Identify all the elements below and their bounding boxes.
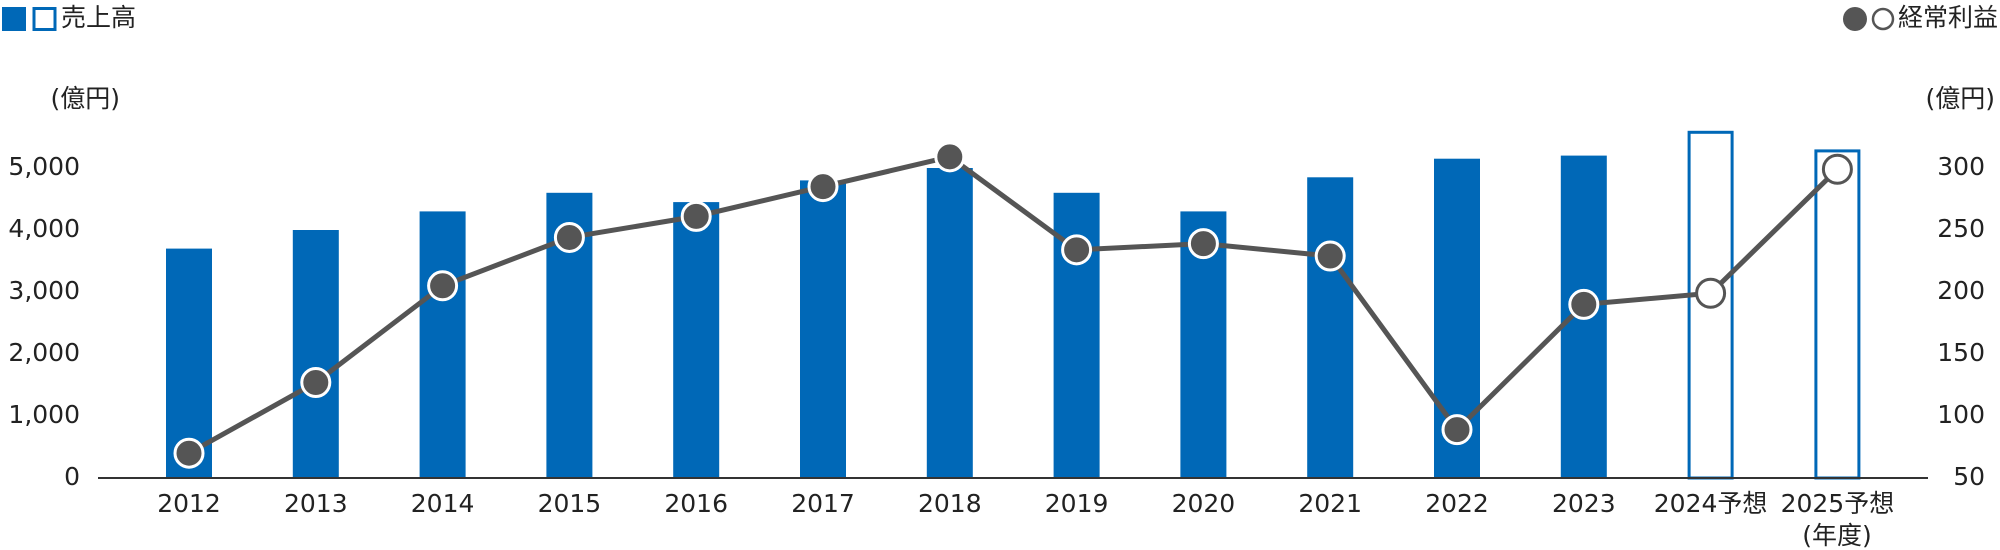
- x-tick-label: 2024予想: [1654, 489, 1768, 518]
- point: [300, 367, 332, 399]
- x-tick-label: 2014: [411, 489, 475, 518]
- y-tick-label: 0: [64, 462, 80, 491]
- point: [553, 221, 585, 253]
- y2-tick-label: 250: [1937, 214, 1985, 243]
- bar: [800, 180, 846, 478]
- x-tick-label: 2021: [1298, 489, 1362, 518]
- legend-label: 売上高: [61, 3, 136, 32]
- bar: [1307, 177, 1354, 479]
- legend-swatch: [1871, 7, 1895, 31]
- bar: [1814, 149, 1861, 480]
- bar: [419, 211, 466, 478]
- line: [187, 154, 1840, 456]
- legend-swatch: [2, 7, 26, 31]
- y-tick-label: 1,000: [8, 400, 80, 429]
- y2-tick-label: 300: [1937, 152, 1985, 181]
- point: [934, 141, 966, 173]
- y-tick-label: 3,000: [8, 276, 80, 305]
- x-tick-label: 2018: [918, 489, 982, 518]
- x-tick-label: 2025予想: [1781, 489, 1895, 518]
- bar: [926, 168, 973, 478]
- y2-tick-label: 150: [1937, 338, 1985, 367]
- x-tick-label: 2020: [1172, 489, 1236, 518]
- x-tick-label: 2013: [284, 489, 348, 518]
- point: [1821, 153, 1853, 185]
- point: [173, 437, 205, 469]
- point: [1568, 288, 1600, 320]
- y-tick-label: 4,000: [8, 214, 80, 243]
- y-axis-label: (億円): [50, 84, 120, 113]
- point: [1314, 240, 1346, 272]
- point: [1061, 234, 1093, 266]
- point: [807, 171, 839, 203]
- legend-swatch: [32, 7, 57, 31]
- legend-label: 経常利益: [1898, 3, 1998, 32]
- y2-tick-label: 100: [1937, 400, 1985, 429]
- x-axis-label: (年度): [1802, 521, 1872, 550]
- point: [1187, 228, 1219, 260]
- y-tick-label: 5,000: [8, 152, 80, 181]
- x-tick-label: 2022: [1425, 489, 1489, 518]
- bar: [292, 230, 339, 478]
- point: [1441, 414, 1473, 446]
- y2-tick-label: 200: [1937, 276, 1985, 305]
- x-tick-label: 2016: [664, 489, 728, 518]
- y-tick-label: 2,000: [8, 338, 80, 367]
- point: [680, 200, 712, 232]
- x-tick-label: 2012: [157, 489, 221, 518]
- x-tick-label: 2019: [1045, 489, 1109, 518]
- point: [427, 270, 459, 302]
- x-tick-label: 2017: [791, 489, 855, 518]
- y2-axis-label: (億円): [1925, 84, 1995, 113]
- legend-swatch: [1842, 7, 1867, 31]
- y2-tick-label: 50: [1953, 462, 1985, 491]
- point: [1695, 277, 1727, 309]
- x-tick-label: 2015: [538, 489, 602, 518]
- x-tick-label: 2023: [1552, 489, 1616, 518]
- bar: [673, 202, 720, 478]
